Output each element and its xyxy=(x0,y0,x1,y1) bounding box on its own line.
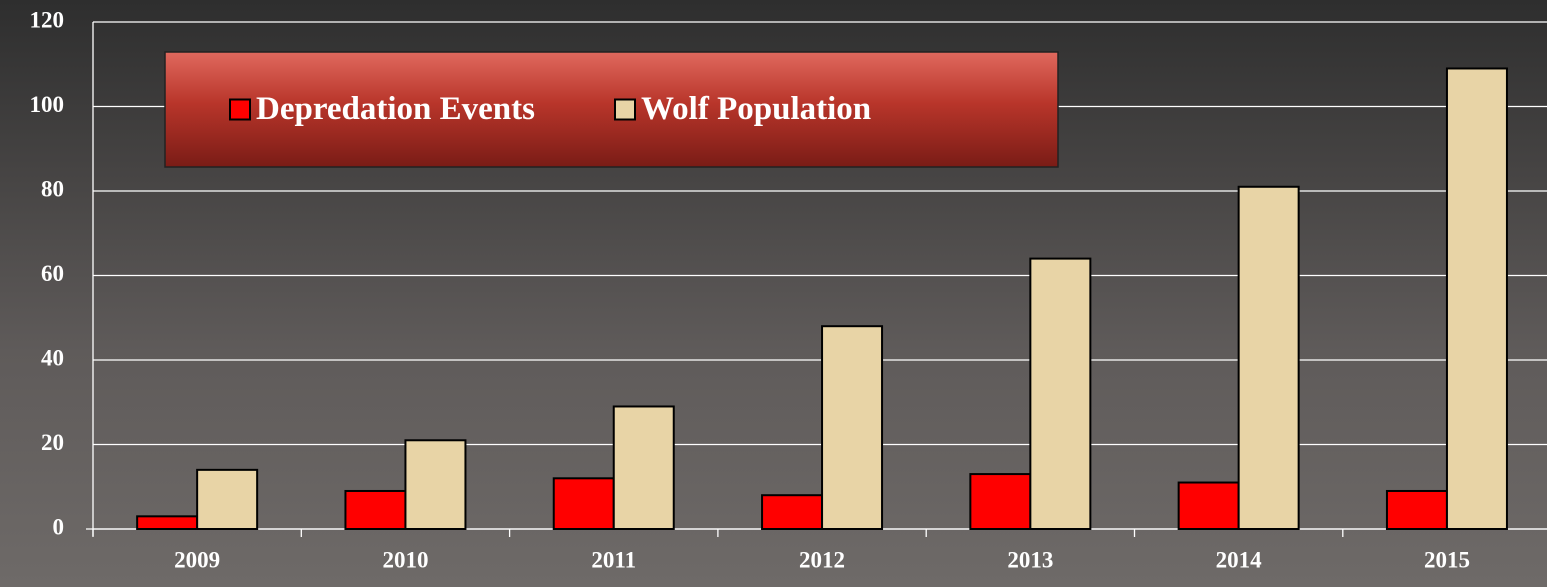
y-tick-label: 0 xyxy=(53,514,65,539)
bar xyxy=(1385,489,1448,531)
y-tick-label: 100 xyxy=(30,92,65,117)
y-tick-label: 40 xyxy=(41,345,64,370)
bar xyxy=(196,468,259,531)
x-tick-label: 2011 xyxy=(591,547,636,572)
bar xyxy=(404,439,467,530)
bar xyxy=(1237,185,1300,530)
legend-swatch xyxy=(614,98,636,121)
x-tick-label: 2014 xyxy=(1216,547,1263,572)
legend-swatch xyxy=(229,98,251,121)
y-tick-label: 120 xyxy=(30,7,65,32)
x-tick-label: 2009 xyxy=(174,547,220,572)
legend-label: Depredation Events xyxy=(256,91,535,127)
bar xyxy=(136,515,199,531)
bar xyxy=(1445,67,1508,530)
legend-label: Wolf Population xyxy=(641,91,871,127)
bar xyxy=(552,477,615,530)
y-tick-label: 60 xyxy=(41,261,64,286)
bar xyxy=(969,473,1032,531)
x-tick-label: 2013 xyxy=(1007,547,1053,572)
bar xyxy=(1177,481,1240,530)
bar xyxy=(1029,257,1092,530)
bar xyxy=(344,489,407,531)
x-tick-label: 2015 xyxy=(1424,547,1470,572)
bar xyxy=(821,325,884,531)
x-tick-label: 2010 xyxy=(382,547,428,572)
bar xyxy=(761,494,824,531)
bar xyxy=(612,405,675,531)
y-tick-label: 80 xyxy=(41,176,64,201)
x-tick-label: 2012 xyxy=(799,547,845,572)
legend-box xyxy=(164,51,1059,168)
y-tick-label: 20 xyxy=(41,430,64,455)
